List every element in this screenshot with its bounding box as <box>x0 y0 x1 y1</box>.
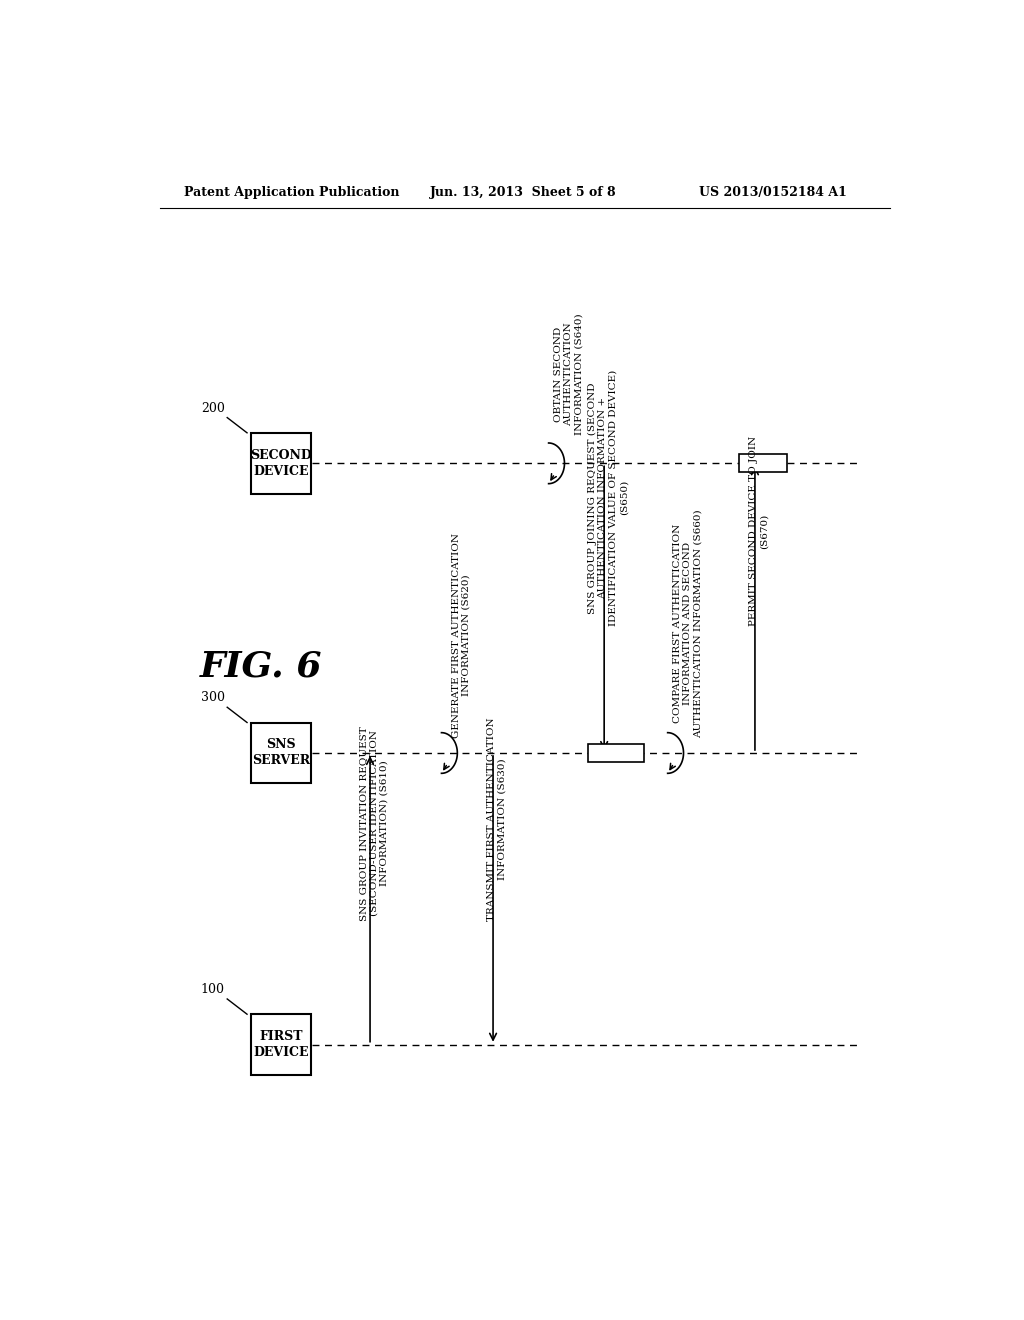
Text: OBTAIN SECOND
AUTHENTICATION
INFORMATION (S640): OBTAIN SECOND AUTHENTICATION INFORMATION… <box>554 313 584 434</box>
Text: SNS
SERVER: SNS SERVER <box>252 738 310 767</box>
Text: PERMIT SECOND DEVICE TO JOIN
(S670): PERMIT SECOND DEVICE TO JOIN (S670) <box>750 436 769 626</box>
Text: SECOND
DEVICE: SECOND DEVICE <box>250 449 311 478</box>
Text: 200: 200 <box>201 401 225 414</box>
Text: US 2013/0152184 A1: US 2013/0152184 A1 <box>699 186 847 199</box>
FancyBboxPatch shape <box>251 433 310 494</box>
Text: FIG. 6: FIG. 6 <box>200 649 322 684</box>
Text: SNS GROUP JOINING REQUEST (SECOND
AUTHENTICATION INFORMATION +
IDENTIFICATION VA: SNS GROUP JOINING REQUEST (SECOND AUTHEN… <box>588 370 629 626</box>
Bar <box>588 744 644 762</box>
Text: COMPARE FIRST AUTHENTICATION
INFORMATION AND SECOND
AUTHENTICATION INFORMATION (: COMPARE FIRST AUTHENTICATION INFORMATION… <box>673 510 702 738</box>
FancyBboxPatch shape <box>251 1014 310 1076</box>
Text: Patent Application Publication: Patent Application Publication <box>183 186 399 199</box>
Text: FIRST
DEVICE: FIRST DEVICE <box>253 1030 308 1059</box>
Bar <box>739 454 786 473</box>
Text: GENERATE FIRST AUTHENTICATION
INFORMATION (S620): GENERATE FIRST AUTHENTICATION INFORMATIO… <box>452 533 471 738</box>
Text: 300: 300 <box>201 692 225 704</box>
Text: 100: 100 <box>201 983 225 995</box>
Text: SNS GROUP INVITATION REQUEST
(SECOND-USER IDENTIFICATION
INFORMATION) (S610): SNS GROUP INVITATION REQUEST (SECOND-USE… <box>359 726 389 921</box>
FancyBboxPatch shape <box>251 722 310 784</box>
Text: Jun. 13, 2013  Sheet 5 of 8: Jun. 13, 2013 Sheet 5 of 8 <box>430 186 616 199</box>
Text: TRANSMIT FIRST AUTHENTICATION
INFORMATION (S630): TRANSMIT FIRST AUTHENTICATION INFORMATIO… <box>487 717 507 921</box>
